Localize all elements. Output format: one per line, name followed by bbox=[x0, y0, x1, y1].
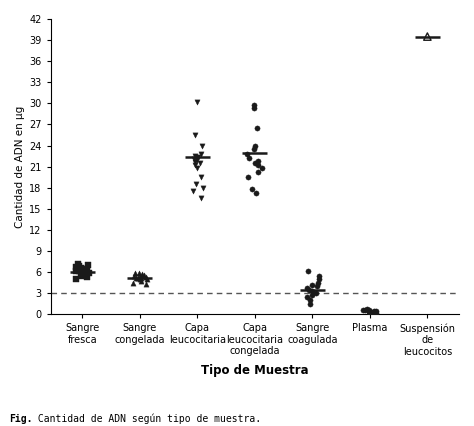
Point bbox=[190, 155, 198, 162]
Text: Fig.: Fig. bbox=[9, 414, 33, 424]
Point bbox=[365, 309, 373, 316]
Point bbox=[371, 308, 378, 315]
Point bbox=[192, 181, 200, 187]
Point bbox=[303, 284, 310, 291]
Point bbox=[245, 174, 252, 181]
Point bbox=[305, 267, 312, 274]
Point bbox=[137, 277, 145, 284]
Point bbox=[366, 308, 374, 315]
Point bbox=[72, 276, 80, 282]
Point bbox=[197, 174, 204, 181]
Point bbox=[142, 273, 150, 280]
Point bbox=[75, 263, 83, 270]
Point bbox=[370, 309, 378, 316]
Point bbox=[72, 268, 80, 275]
Point bbox=[365, 307, 373, 314]
Point bbox=[79, 269, 86, 276]
Point bbox=[306, 297, 314, 304]
Point bbox=[254, 158, 262, 164]
Point bbox=[309, 291, 316, 298]
Point bbox=[370, 308, 378, 314]
Point bbox=[197, 195, 205, 201]
Point bbox=[306, 300, 313, 307]
Point bbox=[306, 286, 313, 293]
Point bbox=[308, 281, 316, 288]
Point bbox=[136, 276, 144, 282]
Point bbox=[85, 262, 92, 268]
Point bbox=[250, 104, 257, 111]
Point bbox=[129, 279, 137, 286]
Point bbox=[314, 279, 321, 286]
Point bbox=[363, 305, 371, 312]
Point bbox=[253, 190, 260, 197]
Point bbox=[83, 273, 91, 280]
Point bbox=[137, 274, 145, 281]
Point bbox=[132, 269, 139, 276]
Point bbox=[250, 101, 257, 108]
Point bbox=[78, 269, 85, 276]
Point bbox=[200, 184, 207, 191]
Point bbox=[199, 142, 206, 149]
Point bbox=[254, 169, 261, 176]
Point bbox=[143, 276, 150, 282]
Point bbox=[369, 309, 376, 316]
Point bbox=[78, 272, 85, 279]
Point bbox=[191, 158, 199, 165]
Point bbox=[371, 310, 378, 317]
X-axis label: Tipo de Muestra: Tipo de Muestra bbox=[201, 364, 309, 377]
Point bbox=[316, 272, 323, 279]
Point bbox=[132, 275, 139, 282]
Point bbox=[314, 283, 321, 290]
Point bbox=[79, 267, 86, 273]
Point bbox=[254, 162, 262, 169]
Point bbox=[312, 290, 320, 296]
Point bbox=[79, 269, 87, 276]
Point bbox=[303, 293, 311, 300]
Point bbox=[372, 309, 380, 316]
Point bbox=[251, 142, 259, 149]
Point bbox=[193, 164, 201, 171]
Point bbox=[143, 281, 150, 288]
Point bbox=[81, 266, 89, 273]
Point bbox=[424, 33, 431, 40]
Point bbox=[258, 164, 265, 171]
Point bbox=[86, 270, 93, 277]
Point bbox=[193, 156, 201, 163]
Point bbox=[253, 124, 261, 131]
Point bbox=[308, 288, 316, 294]
Point bbox=[196, 160, 203, 167]
Point bbox=[244, 150, 251, 157]
Point bbox=[315, 276, 323, 282]
Point bbox=[82, 271, 90, 278]
Point bbox=[191, 132, 199, 138]
Point bbox=[193, 98, 201, 105]
Point bbox=[245, 155, 253, 161]
Text: Cantidad de ADN según tipo de muestra.: Cantidad de ADN según tipo de muestra. bbox=[32, 413, 261, 424]
Point bbox=[130, 273, 138, 280]
Point bbox=[134, 275, 142, 282]
Point bbox=[72, 264, 80, 271]
Point bbox=[361, 306, 369, 313]
Point bbox=[138, 271, 146, 278]
Point bbox=[83, 265, 91, 272]
Point bbox=[137, 272, 144, 279]
Point bbox=[77, 265, 84, 271]
Point bbox=[191, 162, 199, 169]
Y-axis label: Cantidad de ADN en μg: Cantidad de ADN en μg bbox=[15, 106, 25, 228]
Point bbox=[136, 270, 143, 277]
Point bbox=[373, 307, 380, 314]
Point bbox=[189, 188, 196, 195]
Point bbox=[248, 186, 256, 193]
Point bbox=[74, 260, 82, 267]
Point bbox=[195, 154, 202, 161]
Point bbox=[250, 146, 257, 153]
Point bbox=[359, 307, 367, 314]
Point bbox=[198, 150, 205, 157]
Point bbox=[365, 307, 373, 314]
Point bbox=[75, 267, 82, 274]
Point bbox=[251, 160, 259, 167]
Point bbox=[140, 271, 147, 278]
Point bbox=[191, 153, 198, 159]
